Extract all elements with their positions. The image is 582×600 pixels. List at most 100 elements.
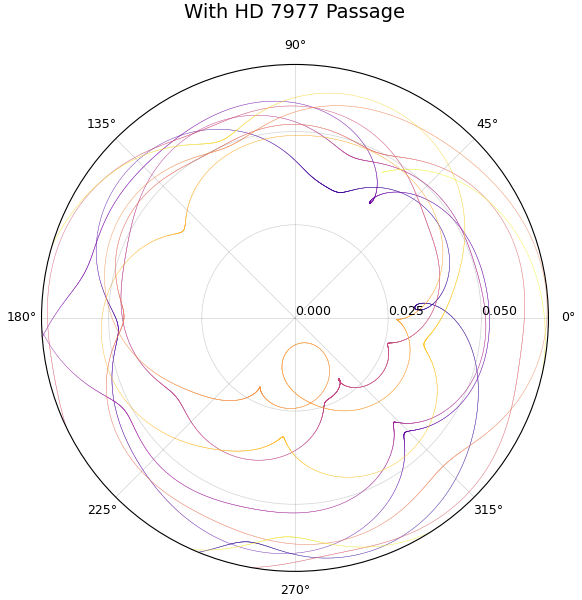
Point bbox=[136, 195, 146, 205]
Point bbox=[487, 481, 496, 491]
Point bbox=[456, 496, 465, 506]
Point bbox=[204, 113, 213, 123]
Point bbox=[254, 384, 264, 394]
Point bbox=[308, 546, 317, 556]
Point bbox=[414, 438, 423, 448]
Point bbox=[97, 316, 107, 325]
Point bbox=[213, 395, 222, 404]
Point bbox=[496, 436, 506, 446]
Point bbox=[348, 152, 357, 162]
Point bbox=[256, 386, 265, 396]
Point bbox=[74, 454, 83, 464]
Point bbox=[116, 294, 125, 304]
Point bbox=[366, 196, 375, 205]
Point bbox=[119, 310, 129, 320]
Point bbox=[304, 397, 314, 407]
Point bbox=[118, 321, 127, 331]
Point bbox=[203, 125, 212, 134]
Point bbox=[423, 302, 432, 312]
Point bbox=[283, 442, 293, 451]
Point bbox=[417, 157, 427, 166]
Point bbox=[38, 327, 47, 337]
Point bbox=[361, 156, 371, 166]
Point bbox=[424, 182, 434, 191]
Point bbox=[389, 418, 398, 427]
Point bbox=[534, 103, 543, 112]
Point bbox=[368, 105, 378, 115]
Point bbox=[505, 457, 514, 466]
Point bbox=[365, 197, 374, 207]
Point bbox=[336, 130, 346, 140]
Point bbox=[222, 544, 232, 553]
Point bbox=[118, 571, 127, 581]
Point bbox=[228, 500, 237, 509]
Point bbox=[491, 205, 500, 215]
Point bbox=[377, 541, 386, 551]
Point bbox=[196, 53, 205, 62]
Point bbox=[244, 503, 253, 513]
Point bbox=[399, 459, 409, 469]
Point bbox=[404, 427, 413, 436]
Point bbox=[277, 97, 286, 106]
Point bbox=[471, 415, 481, 425]
Point bbox=[470, 498, 480, 508]
Point bbox=[282, 148, 292, 158]
Point bbox=[401, 325, 410, 335]
Point bbox=[281, 436, 290, 446]
Point bbox=[194, 126, 204, 136]
Point bbox=[119, 47, 129, 57]
Point bbox=[283, 346, 293, 355]
Point bbox=[253, 385, 262, 395]
Point bbox=[88, 250, 97, 259]
Point bbox=[112, 250, 121, 259]
Point bbox=[408, 176, 417, 185]
Point bbox=[275, 113, 285, 122]
Point bbox=[318, 409, 328, 419]
Point bbox=[353, 383, 362, 392]
Point bbox=[438, 239, 447, 249]
Point bbox=[211, 120, 221, 130]
Point bbox=[400, 190, 409, 199]
Point bbox=[42, 307, 52, 317]
Point bbox=[293, 454, 303, 464]
Point bbox=[539, 361, 548, 371]
Point bbox=[345, 382, 354, 392]
Point bbox=[432, 321, 442, 331]
Point bbox=[85, 257, 94, 267]
Point bbox=[354, 472, 363, 481]
Point bbox=[130, 158, 140, 167]
Point bbox=[300, 534, 310, 544]
Point bbox=[460, 221, 470, 230]
Point bbox=[26, 365, 36, 374]
Point bbox=[146, 185, 155, 194]
Point bbox=[473, 188, 482, 197]
Point bbox=[520, 307, 529, 316]
Point bbox=[228, 136, 237, 145]
Point bbox=[188, 556, 197, 565]
Point bbox=[333, 598, 343, 600]
Point bbox=[434, 260, 443, 269]
Point bbox=[100, 278, 109, 288]
Point bbox=[498, 216, 508, 226]
Point bbox=[520, 307, 529, 316]
Point bbox=[289, 98, 299, 107]
Point bbox=[538, 489, 547, 499]
Point bbox=[230, 113, 239, 122]
Point bbox=[124, 212, 133, 221]
Point bbox=[436, 223, 445, 233]
Point bbox=[324, 372, 333, 382]
Point bbox=[452, 176, 462, 185]
Point bbox=[430, 187, 439, 196]
Point bbox=[190, 421, 199, 431]
Point bbox=[524, 227, 533, 236]
Point bbox=[55, 303, 65, 313]
Point bbox=[393, 314, 402, 324]
Point bbox=[44, 290, 53, 299]
Point bbox=[97, 557, 107, 566]
Point bbox=[93, 261, 102, 271]
Point bbox=[281, 376, 290, 386]
Point bbox=[416, 156, 425, 166]
Point bbox=[413, 439, 423, 448]
Point bbox=[435, 275, 445, 284]
Point bbox=[44, 288, 53, 298]
